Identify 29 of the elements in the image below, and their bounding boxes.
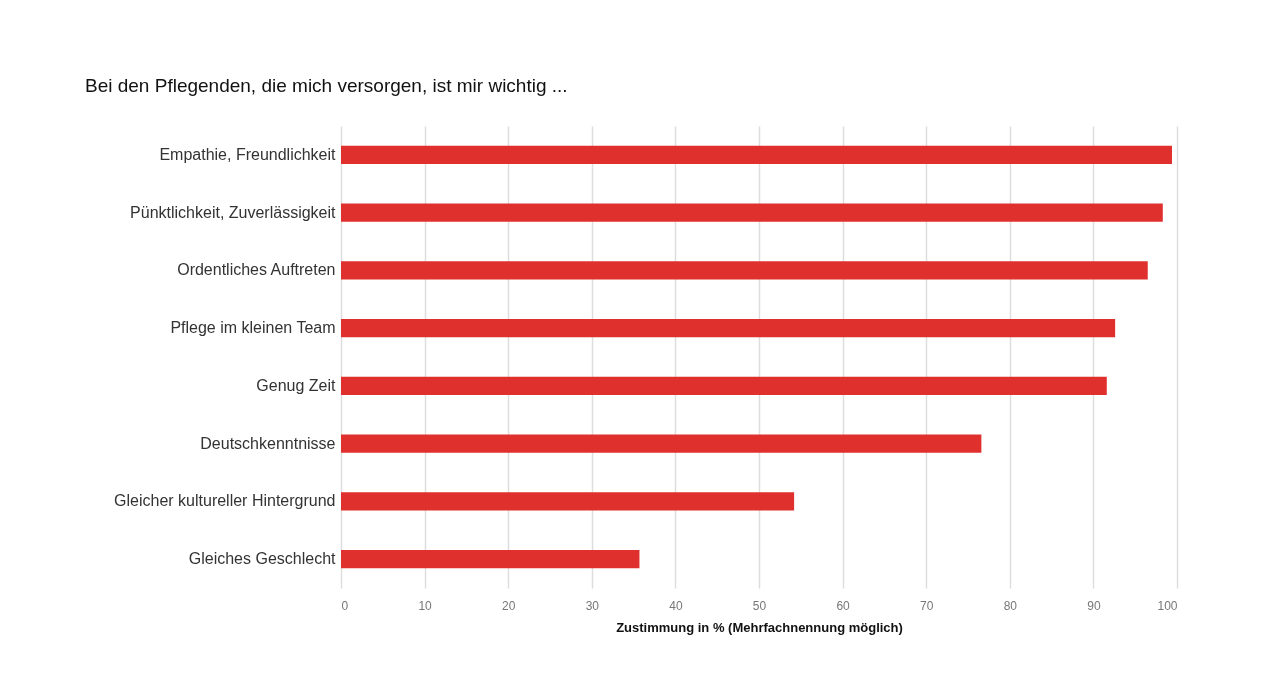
x-tick-label: 70: [920, 598, 934, 613]
y-tick-label: Pünktlichkeit, Zuverlässigkeit: [130, 203, 337, 221]
bar: [341, 261, 1148, 280]
x-tick-label: 0: [341, 598, 349, 613]
x-tick-label: 30: [585, 598, 600, 613]
x-axis-title: Zustimmung in % (Mehrfachnennung möglich): [616, 619, 903, 635]
bar: [341, 492, 795, 511]
y-tick-label: Pflege im kleinen Team: [170, 319, 336, 337]
x-tick-label: 100: [1157, 598, 1178, 613]
x-tick-label: 90: [1087, 598, 1101, 613]
y-tick-label: Genug Zeit: [256, 376, 337, 394]
bar: [341, 549, 640, 569]
y-tick-label: Gleicher kultureller Hintergrund: [114, 492, 336, 510]
chart-title: Bei den Pflegenden, die mich versorgen, ist mir wichtig ...: [85, 75, 568, 96]
x-tick-label: 20: [502, 598, 516, 613]
y-tick-label: Gleiches Geschlecht: [188, 550, 337, 568]
y-tick-label: Deutschkenntnisse: [200, 434, 336, 452]
x-tick-label: 50: [752, 598, 767, 613]
x-tick-label: 40: [669, 598, 683, 613]
x-tick-label: 60: [836, 598, 851, 613]
x-tick-label: 80: [1003, 598, 1018, 613]
y-tick-label: Ordentliches Auftreten: [177, 261, 336, 279]
bar: [341, 318, 1116, 338]
bar: [341, 434, 982, 453]
y-tick-label: Empathie, Freundlichkeit: [159, 145, 337, 163]
bar: [341, 203, 1163, 222]
bar: [341, 376, 1107, 396]
x-tick-label: 10: [418, 598, 433, 613]
bar: [341, 145, 1172, 165]
